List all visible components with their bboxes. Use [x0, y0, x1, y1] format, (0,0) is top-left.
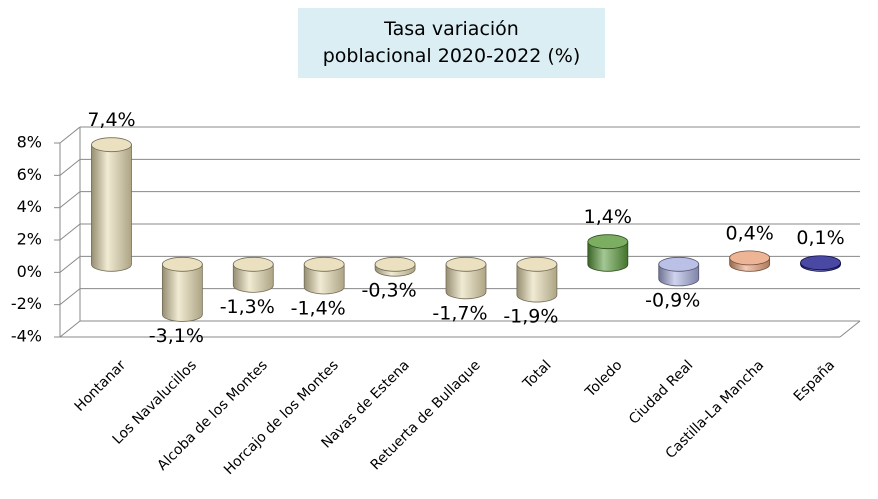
value-label: 7,4%: [87, 109, 135, 131]
bar: [658, 256, 700, 287]
floor-edge: [839, 320, 861, 338]
grid-line: [59, 255, 81, 273]
bar-cap: [91, 137, 132, 153]
value-label: -1,9%: [503, 306, 558, 328]
bar-body: [232, 263, 274, 293]
bar-cap: [516, 256, 558, 272]
value-label: -1,3%: [220, 296, 275, 318]
bar-body: [161, 263, 203, 322]
x-tick-label: Hontanar: [72, 357, 130, 415]
title-box: Tasa variación poblacional 2020-2022 (%): [298, 8, 605, 78]
grid-line: [59, 158, 81, 176]
bar: [161, 256, 203, 322]
y-tick-label: 2%: [17, 230, 42, 249]
y-tick-label: 0%: [17, 262, 42, 281]
grid-line: [59, 126, 81, 144]
y-tick-label: 6%: [17, 165, 42, 184]
bar: [303, 256, 345, 295]
value-label: -1,4%: [291, 297, 346, 319]
bar: [587, 234, 629, 272]
bar: [800, 255, 841, 272]
bar-cap: [303, 256, 345, 272]
bar-cap: [587, 234, 629, 250]
x-tick-label: Ciudad Real: [626, 357, 696, 427]
grid-line: [59, 191, 81, 209]
value-label: -0,9%: [645, 289, 700, 311]
x-tick-label: Horcajo de los Montes: [221, 357, 342, 478]
y-tick-label: 4%: [17, 197, 42, 216]
bar-cap: [161, 256, 203, 272]
bar-cap: [374, 256, 416, 272]
bar: [729, 250, 771, 272]
bar-body: [303, 263, 345, 295]
bar-cap: [658, 256, 700, 272]
grid-line: [59, 320, 81, 338]
grid-line: [59, 288, 81, 306]
value-label: -3,1%: [149, 325, 204, 347]
bar-cap: [800, 255, 841, 271]
bar: [445, 256, 487, 300]
bar: [232, 256, 274, 293]
value-label: -0,3%: [362, 280, 417, 302]
grid-line: [59, 223, 81, 241]
x-tick-label: España: [791, 357, 838, 404]
chart-title: poblacional 2020-2022 (%): [322, 45, 581, 67]
y-tick-label: 8%: [17, 133, 42, 152]
bar: [516, 256, 558, 303]
x-tick-label: Total: [519, 357, 554, 392]
bar-cap: [445, 256, 487, 272]
y-tick-label: -4%: [11, 327, 42, 346]
y-tick-label: -2%: [11, 294, 42, 313]
bar-cap: [232, 256, 274, 272]
bar-cap: [729, 250, 771, 266]
bar: [91, 137, 132, 272]
value-label: 1,4%: [584, 206, 632, 228]
value-label: -1,7%: [432, 302, 487, 324]
bar-body: [445, 263, 487, 300]
bar: [374, 256, 416, 277]
chart-title: Tasa variación: [384, 18, 519, 40]
bar-body: [516, 263, 558, 303]
bar-body: [91, 144, 132, 272]
bar-body: [587, 241, 629, 272]
value-label: 0,4%: [725, 222, 773, 244]
value-label: 0,1%: [796, 227, 844, 249]
x-tick-label: Toledo: [582, 357, 626, 401]
